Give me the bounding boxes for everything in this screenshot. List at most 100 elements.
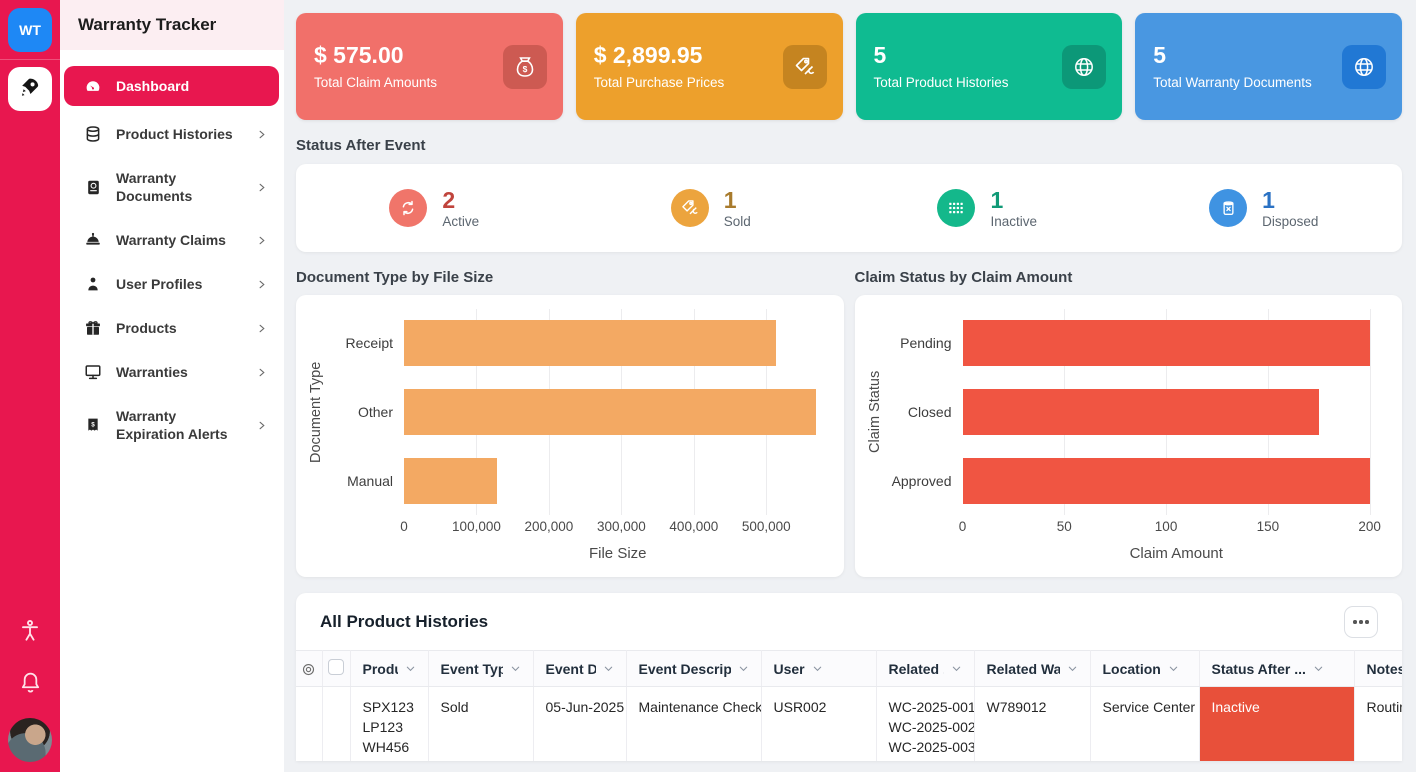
sidebar-item-warranty-claims[interactable]: Warranty Claims — [64, 218, 279, 262]
chevron-right-icon — [256, 182, 267, 193]
x-tick-label: 0 — [959, 519, 967, 534]
cell-user: USR002 — [761, 687, 876, 762]
bar-approved — [963, 458, 1370, 504]
sidebar-item-label: Warranty Expiration Alerts — [116, 407, 242, 443]
gauge-icon — [84, 77, 102, 96]
chevron-down-icon[interactable] — [510, 663, 521, 674]
app-rail: WT — [0, 0, 60, 772]
stat-label: Total Purchase Prices — [594, 74, 760, 91]
chevron-down-icon[interactable] — [812, 663, 823, 674]
stat-card-total-purchase-prices[interactable]: $ 2,899.95 Total Purchase Prices — [576, 13, 843, 120]
x-tick-label: 500,000 — [742, 519, 791, 534]
status-count: 1 — [990, 188, 1037, 212]
column-header-user[interactable]: User — [761, 651, 876, 687]
chevron-down-icon[interactable] — [1067, 663, 1078, 674]
cell-notes: Routine — [1354, 687, 1402, 762]
status-badge: Inactive — [1200, 687, 1354, 761]
x-tick-label: 50 — [1057, 519, 1072, 534]
chevron-down-icon[interactable] — [405, 663, 416, 674]
svg-text:$: $ — [522, 63, 527, 73]
y-axis-label: Claim Status — [867, 309, 889, 515]
sidebar-item-warranty-expiration-alerts[interactable]: $ Warranty Expiration Alerts — [64, 394, 279, 456]
chevron-right-icon — [256, 420, 267, 431]
category-label: Closed — [889, 378, 963, 447]
sidebar-item-label: Product Histories — [116, 125, 242, 143]
stat-card-total-claim-amounts[interactable]: $ 575.00 Total Claim Amounts $ — [296, 13, 563, 120]
chevron-down-icon[interactable] — [738, 663, 749, 674]
app-logo[interactable]: WT — [8, 8, 52, 52]
tags-icon — [783, 45, 827, 89]
chevron-right-icon — [256, 367, 267, 378]
sidebar-item-warranty-documents[interactable]: Warranty Documents — [64, 156, 279, 218]
x-axis-label: File Size — [404, 545, 832, 562]
column-header-notes[interactable]: Notes — [1354, 651, 1402, 687]
select-all-checkbox[interactable] — [328, 659, 344, 675]
x-axis-ticks: 0100,000200,000300,000400,000500,000 — [404, 519, 832, 540]
bell-icon[interactable] — [18, 670, 43, 695]
x-tick-label: 0 — [400, 519, 408, 534]
x-tick-label: 400,000 — [669, 519, 718, 534]
status-count: 1 — [724, 188, 751, 212]
cell-related-claims: WC-2025-001 WC-2025-002 WC-2025-003 WC-2… — [876, 687, 974, 762]
target-icon[interactable] — [301, 662, 316, 677]
category-label: Other — [330, 378, 404, 447]
status-item-disposed[interactable]: 1 Disposed — [1126, 188, 1403, 229]
chevron-down-icon[interactable] — [603, 663, 614, 674]
sidebar-item-warranties[interactable]: Warranties — [64, 350, 279, 394]
x-tick-label: 300,000 — [597, 519, 646, 534]
plot-area — [404, 309, 832, 515]
sidebar-item-label: Warranties — [116, 363, 242, 381]
globe-icon — [1062, 45, 1106, 89]
column-header-location[interactable]: Location — [1090, 651, 1199, 687]
status-item-sold[interactable]: 1 Sold — [573, 188, 850, 229]
chevron-down-icon[interactable] — [951, 663, 962, 674]
sidebar-item-user-profiles[interactable]: User Profiles — [64, 262, 279, 306]
bar-chart: Claim Status PendingClosedApproved 05010… — [855, 295, 1403, 577]
rocket-icon — [19, 76, 41, 103]
cell-status-after: Inactive — [1199, 687, 1354, 762]
column-header-related-claims[interactable]: Related ... — [876, 651, 974, 687]
table-header-row: Produ... Event Type Event D... Event Des… — [296, 651, 1402, 687]
column-header-status-after[interactable]: Status After ... — [1199, 651, 1354, 687]
user-avatar[interactable] — [8, 718, 52, 762]
column-header-event-date[interactable]: Event D... — [533, 651, 626, 687]
stat-card-total-product-histories[interactable]: 5 Total Product Histories — [856, 13, 1123, 120]
stat-label: Total Claim Amounts — [314, 74, 480, 91]
more-options-button[interactable] — [1344, 606, 1378, 638]
sidebar-item-label: Dashboard — [116, 77, 267, 95]
bar-closed — [963, 389, 1319, 435]
status-count: 2 — [442, 188, 479, 212]
user-icon — [84, 276, 102, 292]
sidebar-item-product-histories[interactable]: Product Histories — [64, 112, 279, 156]
status-section-title: Status After Event — [296, 137, 1402, 154]
x-tick-label: 200 — [1358, 519, 1381, 534]
service-bell-icon — [84, 231, 102, 249]
sidebar-item-products[interactable]: Products — [64, 306, 279, 350]
status-item-inactive[interactable]: 1 Inactive — [849, 188, 1126, 229]
status-label: Active — [442, 214, 479, 229]
accessibility-icon[interactable] — [17, 618, 43, 644]
column-header-related-warranty[interactable]: Related War... — [974, 651, 1090, 687]
column-header-event-description[interactable]: Event Descripti... — [626, 651, 761, 687]
status-item-active[interactable]: 2 Active — [296, 188, 573, 229]
bar-other — [404, 389, 816, 435]
column-header-product[interactable]: Produ... — [350, 651, 428, 687]
sidebar-item-label: Warranty Claims — [116, 231, 242, 249]
chevron-down-icon[interactable] — [1313, 663, 1324, 674]
chevron-down-icon[interactable] — [1168, 663, 1179, 674]
stat-card-total-warranty-documents[interactable]: 5 Total Warranty Documents — [1135, 13, 1402, 120]
database-icon — [84, 125, 102, 143]
status-label: Sold — [724, 214, 751, 229]
status-label: Disposed — [1262, 214, 1318, 229]
chevron-right-icon — [256, 129, 267, 140]
table-row[interactable]: SPX123 LP123 WH456 Sold 05-Jun-2025 Main… — [296, 687, 1402, 762]
column-header-event-type[interactable]: Event Type — [428, 651, 533, 687]
rocket-button[interactable] — [8, 67, 52, 111]
cell-event-date: 05-Jun-2025 — [533, 687, 626, 762]
passport-icon — [84, 179, 102, 196]
bar-pending — [963, 320, 1370, 366]
status-after-event-card: 2 Active 1 Sold 1 Inactive — [296, 164, 1402, 252]
sidebar-item-dashboard[interactable]: Dashboard — [64, 66, 279, 106]
chart-title: Document Type by File Size — [296, 269, 844, 286]
bar-receipt — [404, 320, 776, 366]
